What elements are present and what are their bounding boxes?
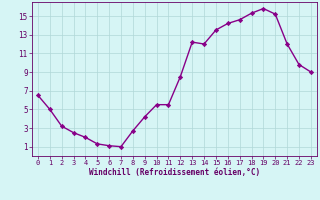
X-axis label: Windchill (Refroidissement éolien,°C): Windchill (Refroidissement éolien,°C) (89, 168, 260, 177)
